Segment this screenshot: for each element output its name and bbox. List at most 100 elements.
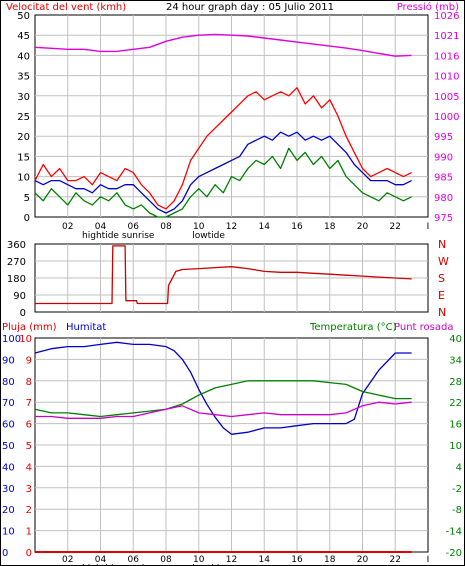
dewpoint-axis-title: Punt rosada — [394, 322, 453, 333]
rain-y-tick-label: 0 — [26, 548, 32, 559]
temperature-y-tick-label: 10 — [449, 441, 462, 452]
rain-y-tick-label: 3 — [26, 484, 32, 495]
climate-panel-x-tick-label: 08 — [160, 555, 172, 565]
climate-panel-annotation: sunrise — [122, 564, 155, 566]
wind-panel-x-tick-label: 04 — [95, 222, 107, 232]
climate-panel-x-tick-label: 06 — [128, 555, 140, 565]
direction-y-tick-label: 90 — [13, 291, 26, 302]
wind-panel-x-tick-label: 08 — [160, 222, 172, 232]
wind-panel-x-tick-label: 22 — [390, 222, 401, 232]
climate-panel-x-tick-label: 18 — [324, 555, 336, 565]
wind-panel-x-tick-label: 18 — [324, 222, 336, 232]
wind-panel-x-tick-label: 10 — [193, 222, 205, 232]
wind-panel-x-tick-label: 06 — [128, 222, 140, 232]
temperature-y-tick-label: 16 — [449, 420, 462, 431]
humidity-y-tick-label: 0 — [2, 548, 8, 559]
wind-y-tick-label: 30 — [17, 92, 30, 103]
temperature-y-tick-label: 28 — [449, 377, 462, 388]
temperature-axis-title: Temperatura (°C) — [309, 322, 397, 333]
pressure-y-tick-label: 985 — [434, 173, 453, 184]
direction-compass-label: E — [438, 289, 445, 302]
wind-panel-x-tick-label: 16 — [291, 222, 303, 232]
rain-y-tick-label: 1 — [26, 527, 32, 538]
temperature-y-tick-label: -14 — [446, 527, 462, 538]
wind-y-tick-label: 10 — [17, 173, 30, 184]
wind-y-tick-label: 50 — [17, 11, 30, 22]
pressure-axis-title: Pressió (mb) — [397, 1, 459, 13]
wind-panel-annotation: hightide — [82, 231, 119, 241]
gust-series — [34, 87, 412, 210]
direction-compass-label: S — [438, 272, 445, 285]
wind-y-tick-label: 45 — [17, 31, 30, 42]
climate-panel-annotation: hightide — [82, 564, 119, 566]
humidity-y-tick-label: 50 — [2, 441, 15, 452]
pressure-y-tick-label: 1021 — [434, 31, 459, 42]
rain-y-tick-label: 2 — [26, 505, 32, 516]
wind-y-tick-label: 25 — [17, 112, 30, 123]
rain-y-tick-label: 9 — [26, 355, 32, 366]
temperature-y-tick-label: 34 — [449, 355, 462, 366]
wind-panel-annotation: sunrise — [122, 231, 155, 241]
wind-y-tick-label: 35 — [17, 72, 30, 83]
wind-panel-annotation: lowtide — [192, 231, 225, 241]
wind-y-tick-label: 40 — [17, 51, 30, 62]
pressure-y-tick-label: 990 — [434, 152, 453, 163]
climate-panel-x-tick-label: 12 — [226, 555, 237, 565]
direction-y-tick-label: 180 — [7, 274, 26, 285]
rain-axis-title: Pluja (mm) — [2, 322, 57, 333]
climate-panel-x-tick-label: 14 — [259, 555, 271, 565]
humidity-y-tick-label: 70 — [2, 398, 15, 409]
climate-panel-x-tick-label: 02 — [62, 555, 73, 565]
min-wind-series — [34, 147, 412, 218]
humidity-y-tick-label: 80 — [2, 377, 15, 388]
humidity-y-tick-label: 60 — [2, 420, 15, 431]
pressure-y-tick-label: 1016 — [434, 51, 459, 62]
temperature-y-tick-label: 22 — [449, 398, 462, 409]
wind-panel-x-tick-label: 12 — [226, 222, 237, 232]
pressure-y-tick-label: 995 — [434, 132, 453, 143]
humidity-y-tick-label: 30 — [2, 484, 15, 495]
climate-panel-x-tick-label: 20 — [357, 555, 369, 565]
rain-y-tick-label: 5 — [26, 441, 32, 452]
humidity-y-tick-label: 10 — [2, 527, 15, 538]
pressure-y-tick-label: 1010 — [434, 72, 459, 83]
direction-compass-label: N — [438, 306, 446, 319]
dewpoint-series — [35, 401, 412, 419]
direction-compass-label: W — [438, 255, 449, 268]
rain-y-tick-label: 7 — [26, 398, 32, 409]
temperature-y-tick-label: -20 — [446, 548, 462, 559]
rain-y-tick-label: 8 — [26, 377, 32, 388]
wind-y-tick-label: 5 — [24, 193, 30, 204]
pressure-y-tick-label: 1000 — [434, 112, 459, 123]
direction-y-tick-label: 0 — [20, 308, 26, 319]
direction-compass-label: N — [438, 238, 446, 251]
humidity-y-tick-label: 20 — [2, 505, 15, 516]
pressure-y-tick-label: 980 — [434, 193, 453, 204]
wind-panel-x-tick-label: 14 — [259, 222, 271, 232]
wind-panel-x-tick-label: 20 — [357, 222, 369, 232]
humidity-y-tick-label: 40 — [2, 462, 15, 473]
humidity-y-tick-label: 90 — [2, 355, 15, 366]
temperature-series — [34, 380, 412, 418]
climate-panel-x-tick-label: 10 — [193, 555, 205, 565]
climate-panel-x-tick-label: 22 — [390, 555, 401, 565]
wind-y-tick-label: 20 — [17, 132, 30, 143]
humidity-y-tick-label: 100 — [2, 334, 21, 345]
pressure-y-tick-label: 975 — [434, 213, 453, 224]
humidity-series — [34, 341, 412, 435]
pressure-y-tick-label: 1026 — [434, 11, 459, 22]
pressure-y-tick-label: 1005 — [434, 92, 459, 103]
wind-panel-x-tick-label: I — [427, 222, 430, 232]
direction-series — [35, 245, 412, 305]
temperature-y-tick-label: -2 — [452, 484, 462, 495]
avg-wind-series — [34, 131, 412, 214]
temperature-y-tick-label: 4 — [456, 462, 462, 473]
wind-y-tick-label: 0 — [24, 213, 30, 224]
chart-title: 24 hour graph day : 05 Julio 2011 — [166, 2, 334, 13]
rain-y-tick-label: 6 — [26, 420, 32, 431]
direction-y-tick-label: 360 — [7, 240, 26, 251]
climate-panel-x-tick-label: 04 — [95, 555, 107, 565]
climate-panel-x-tick-label: 16 — [291, 555, 303, 565]
